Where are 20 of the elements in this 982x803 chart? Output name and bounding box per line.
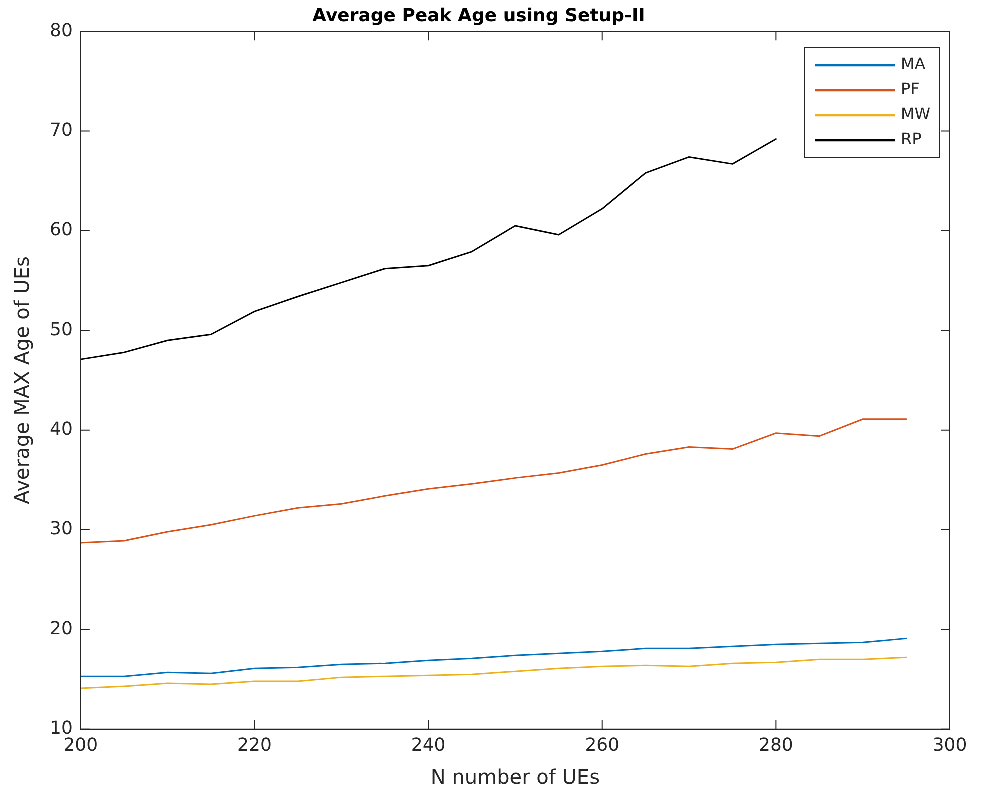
y-tick-label: 30 [50, 518, 73, 540]
x-axis-title: N number of UEs [430, 765, 600, 790]
y-tick-label: 70 [50, 120, 73, 141]
legend-label: RP [901, 129, 922, 148]
legend-label: MA [901, 54, 926, 74]
x-tick-label: 260 [585, 734, 620, 756]
y-tick-label: 40 [50, 419, 73, 440]
x-tick-label: 220 [238, 734, 272, 756]
y-tick-label: 20 [50, 618, 73, 640]
y-tick-label: 80 [50, 20, 73, 42]
x-tick-label: 200 [64, 734, 98, 756]
x-tick-label: 300 [932, 734, 968, 756]
x-tick-label: 280 [759, 734, 794, 756]
y-axis-title: Average MAX Age of UEs [10, 256, 34, 504]
x-tick-label: 240 [411, 734, 446, 756]
y-tick-label: 50 [50, 319, 73, 340]
y-tick-label: 60 [50, 220, 73, 241]
legend-label: PF [901, 79, 920, 98]
legend-label: MW [901, 104, 931, 124]
chart-title: Average Peak Age using Setup-II [312, 5, 646, 26]
